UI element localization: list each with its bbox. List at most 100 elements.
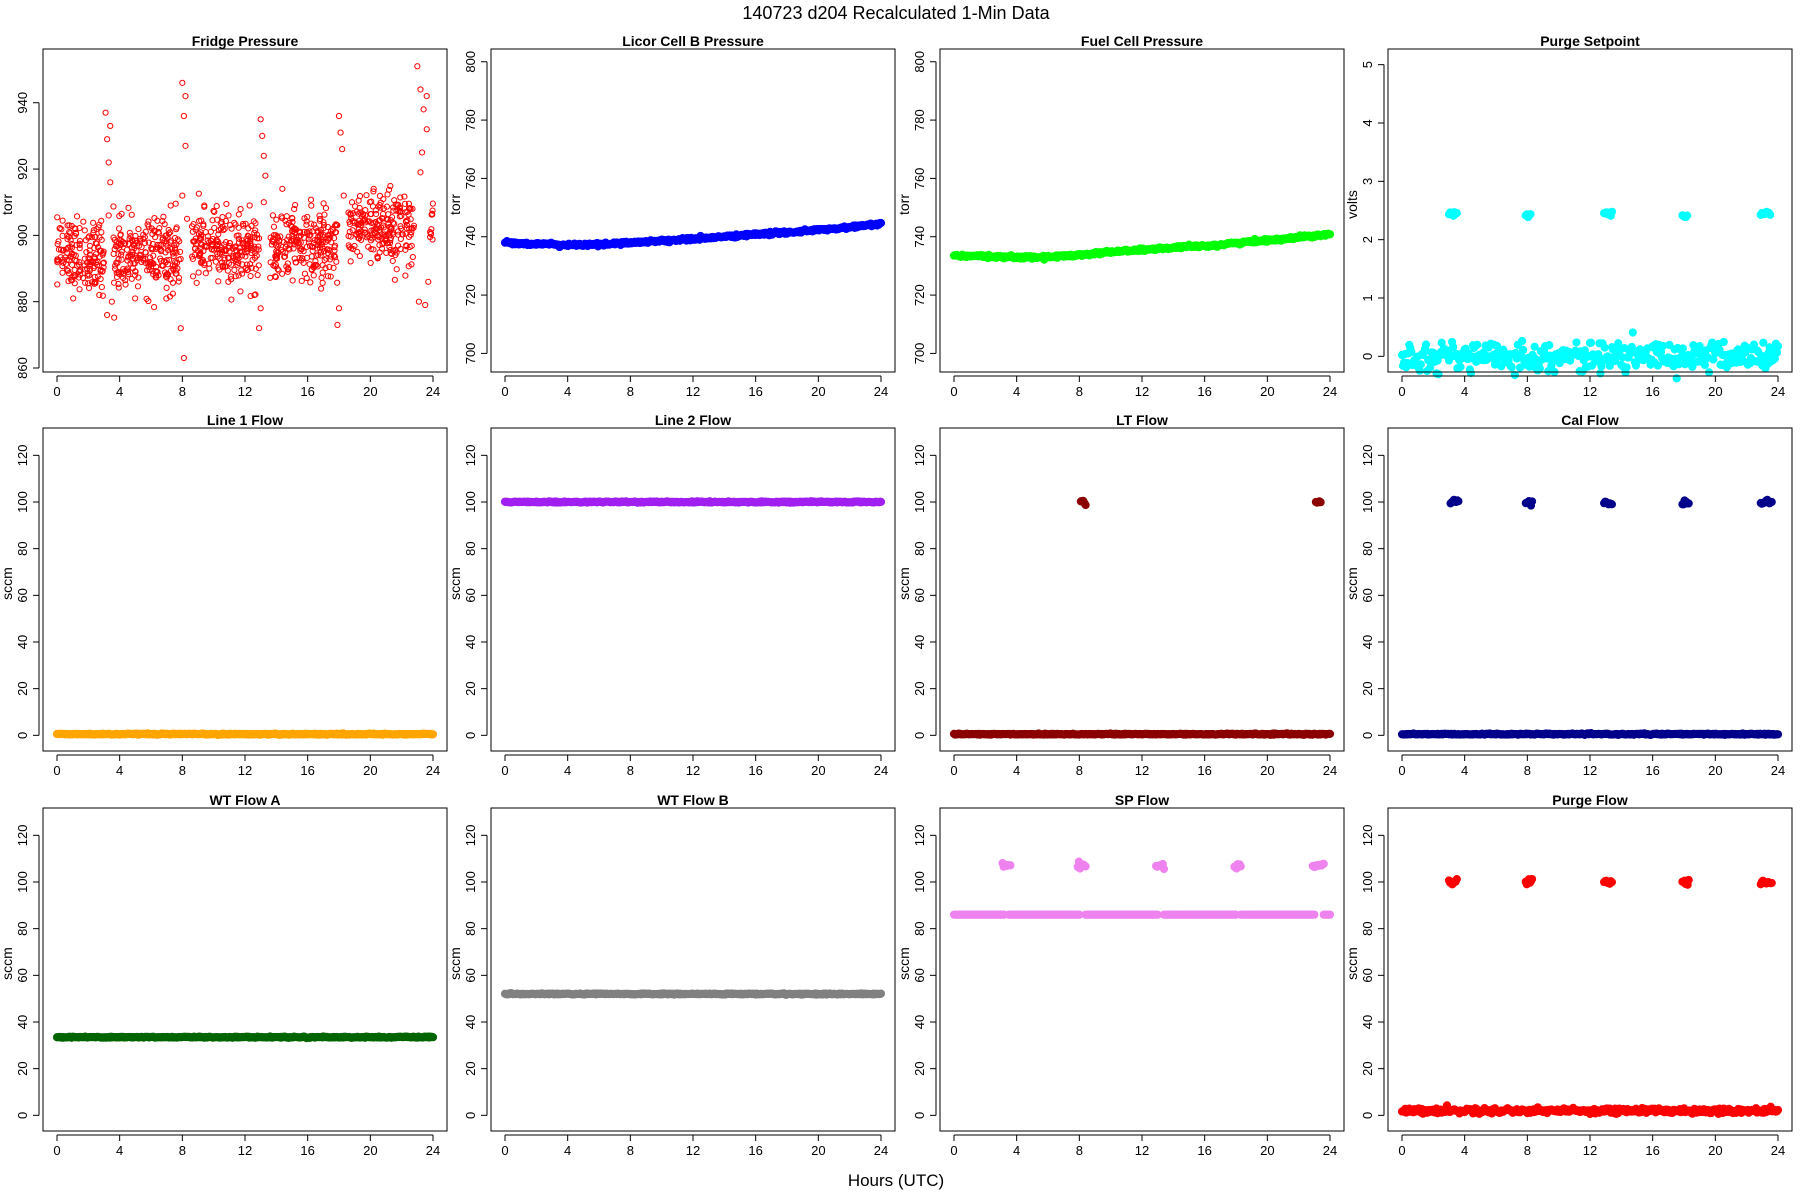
data-point — [115, 284, 122, 291]
data-point — [384, 191, 391, 198]
panel-title: WT Flow B — [657, 792, 729, 808]
data-point — [232, 244, 239, 251]
data-point — [321, 256, 328, 264]
x-tick-label: 24 — [426, 384, 440, 399]
data-point — [205, 260, 213, 267]
data-point — [91, 233, 98, 241]
data-point — [406, 243, 413, 251]
y-tick-label: 700 — [912, 343, 927, 365]
x-tick-label: 0 — [53, 1143, 60, 1158]
data-point — [216, 255, 223, 262]
x-tick-label: 16 — [1645, 384, 1659, 399]
data-point — [115, 256, 122, 263]
data-point — [175, 274, 183, 281]
y-tick-label: 4 — [1360, 119, 1375, 126]
data-point — [292, 201, 299, 209]
y-tick-label: 760 — [912, 168, 927, 190]
data-point — [228, 276, 235, 283]
y-tick-label: 60 — [1360, 588, 1375, 602]
data-point — [163, 240, 170, 247]
data-point — [91, 244, 98, 252]
data-point — [310, 221, 318, 228]
x-tick-label: 16 — [300, 1143, 314, 1158]
data-point — [267, 274, 274, 281]
data-point — [1316, 498, 1325, 507]
data-point — [193, 224, 200, 231]
data-point — [331, 242, 339, 249]
data-point — [1766, 210, 1775, 219]
data-point — [179, 79, 186, 86]
data-point — [237, 288, 244, 295]
data-point — [114, 259, 121, 267]
data-point — [173, 224, 180, 231]
data-point — [428, 1033, 438, 1042]
y-tick-label: 80 — [15, 541, 30, 555]
data-point — [319, 233, 326, 240]
data-point — [1407, 347, 1416, 357]
data-point — [148, 244, 155, 252]
data-point — [425, 278, 432, 285]
y-tick-label: 100 — [912, 491, 927, 513]
data-point — [240, 222, 247, 229]
x-tick-label: 12 — [238, 763, 252, 778]
data-point — [104, 136, 111, 143]
data-point — [272, 273, 279, 281]
data-point — [1586, 338, 1596, 347]
data-point — [85, 284, 93, 292]
data-point — [1518, 336, 1527, 346]
data-point — [334, 279, 341, 286]
data-point — [183, 215, 191, 222]
data-point — [225, 255, 232, 262]
data-point — [111, 314, 118, 321]
data-point — [324, 273, 332, 280]
data-point — [339, 146, 346, 153]
y-tick-label: 1 — [1360, 294, 1375, 301]
data-point — [202, 270, 209, 277]
data-point — [423, 93, 430, 100]
data-point — [370, 246, 377, 253]
x-tick-label: 8 — [179, 763, 186, 778]
data-point — [119, 270, 127, 277]
data-point — [73, 213, 81, 220]
data-point — [150, 303, 158, 311]
x-axis: 0 4 8 12 16 20 24 — [501, 754, 888, 778]
y-axis-label: sccm — [447, 567, 463, 600]
data-point — [136, 242, 143, 249]
data-point — [373, 210, 380, 218]
data-point — [98, 283, 105, 291]
data-point — [96, 247, 104, 254]
data-point — [157, 255, 164, 262]
data-point — [244, 266, 252, 273]
data-point — [391, 276, 398, 283]
data-point — [115, 280, 122, 288]
data-point — [131, 260, 138, 267]
data-point — [63, 256, 70, 264]
data-point — [296, 228, 304, 235]
y-tick-label: 860 — [15, 357, 30, 379]
data-point — [255, 235, 263, 242]
data-point — [169, 279, 177, 286]
data-point — [96, 291, 103, 299]
y-tick-label: 20 — [912, 681, 927, 695]
data-point — [193, 279, 200, 286]
x-tick-label: 12 — [686, 1143, 700, 1158]
data-point — [71, 271, 78, 279]
data-point — [211, 208, 218, 216]
plot-frame — [490, 48, 896, 373]
data-point — [321, 248, 328, 255]
data-point — [115, 239, 123, 246]
data-point — [122, 281, 129, 288]
data-point — [189, 255, 196, 263]
data-point — [93, 225, 100, 233]
data-point — [348, 199, 356, 206]
panel-title: Line 1 Flow — [207, 412, 283, 428]
data-point — [324, 223, 331, 231]
data-point — [60, 246, 67, 253]
data-point — [316, 212, 323, 219]
data-point — [322, 204, 330, 212]
data-point — [372, 219, 379, 226]
x-tick-label: 20 — [1708, 384, 1722, 399]
